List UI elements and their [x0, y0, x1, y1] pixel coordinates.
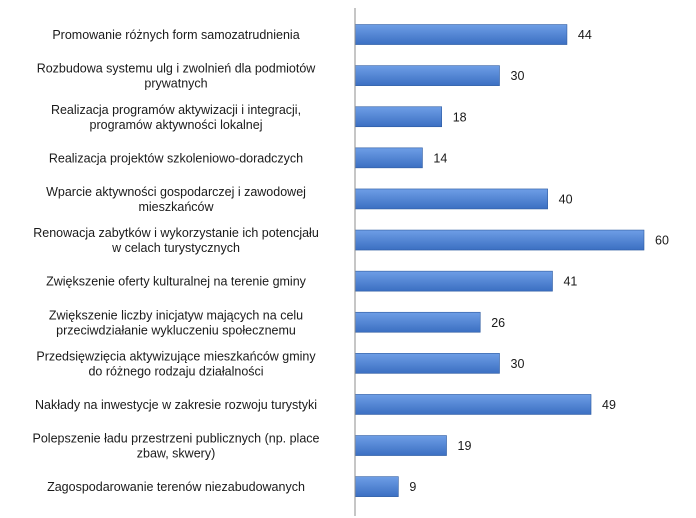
category-label-1: Promowanie różnych form samozatrudnienia: [52, 28, 299, 42]
bar-1: [354, 24, 568, 45]
value-label-7: 41: [563, 275, 577, 289]
bar-6: [354, 229, 645, 251]
bar-5: [354, 188, 548, 210]
category-labels: Promowanie różnych form samozatrudnienia…: [33, 28, 320, 494]
category-label-line: w celach turystycznych: [111, 241, 240, 255]
category-label-line: prywatnych: [144, 77, 207, 91]
value-label-1: 44: [578, 28, 592, 42]
category-label-line: zbaw, skwery): [137, 447, 216, 461]
bar-2: [354, 65, 500, 86]
category-label-8: Zwiększenie liczby inicjatyw mających na…: [49, 308, 303, 337]
category-label-line: Zwiększenie liczby inicjatyw mających na…: [49, 308, 303, 322]
category-label-line: Promowanie różnych form samozatrudnienia: [52, 28, 299, 42]
value-label-4: 14: [433, 151, 447, 165]
category-label-line: Zwiększenie oferty kulturalnej na tereni…: [46, 275, 307, 289]
bar-11: [354, 435, 447, 456]
bar-10: [354, 394, 592, 415]
category-label-5: Wparcie aktywności gospodarczej i zawodo…: [46, 185, 306, 214]
category-label-9: Przedsięwzięcia aktywizujące mieszkańców…: [36, 349, 316, 378]
category-label-line: przeciwdziałanie wykluczeniu społecznemu: [56, 323, 296, 337]
category-label-line: mieszkańców: [138, 200, 214, 214]
category-label-line: Zagospodarowanie terenów niezabudowanych: [47, 480, 305, 494]
bar-3: [354, 106, 442, 128]
bar-12: [354, 476, 399, 497]
category-label-line: do różnego rodzaju działalności: [88, 364, 263, 378]
bar-9: [354, 353, 500, 374]
category-label-6: Renowacja zabytków i wykorzystanie ich p…: [33, 226, 319, 255]
category-label-line: Rozbudowa systemu ulg i zwolnień dla pod…: [37, 62, 317, 76]
value-label-9: 30: [511, 357, 525, 371]
bars-group: [354, 24, 645, 497]
value-labels: 44 30 18 14 40 60 41 26 30 49 19 9: [409, 28, 669, 494]
category-label-line: Polepszenie ładu przestrzeni publicznych…: [33, 432, 320, 446]
category-label-4: Realizacja projektów szkoleniowo-doradcz…: [49, 151, 303, 165]
category-label-line: programów aktywności lokalnej: [90, 118, 263, 132]
value-label-5: 40: [559, 192, 573, 206]
value-label-12: 9: [409, 480, 416, 494]
category-label-10: Nakłady na inwestycje w zakresie rozwoju…: [35, 398, 317, 412]
bar-4: [354, 147, 423, 169]
category-label-2: Rozbudowa systemu ulg i zwolnień dla pod…: [37, 62, 317, 91]
category-label-12: Zagospodarowanie terenów niezabudowanych: [47, 480, 305, 494]
category-label-line: Renowacja zabytków i wykorzystanie ich p…: [33, 226, 319, 240]
category-label-3: Realizacja programów aktywizacji i integ…: [51, 103, 301, 132]
category-label-11: Polepszenie ładu przestrzeni publicznych…: [33, 432, 320, 461]
category-label-line: Przedsięwzięcia aktywizujące mieszkańców…: [36, 349, 316, 363]
value-label-10: 49: [602, 398, 616, 412]
category-label-7: Zwiększenie oferty kulturalnej na tereni…: [46, 275, 307, 289]
value-label-11: 19: [458, 439, 472, 453]
category-label-line: Wparcie aktywności gospodarczej i zawodo…: [46, 185, 306, 199]
category-label-line: Realizacja programów aktywizacji i integ…: [51, 103, 301, 117]
value-label-2: 30: [511, 69, 525, 83]
bar-7: [354, 270, 553, 292]
category-label-line: Nakłady na inwestycje w zakresie rozwoju…: [35, 398, 317, 412]
value-label-6: 60: [655, 234, 669, 248]
value-label-8: 26: [491, 316, 505, 330]
bar-8: [354, 311, 481, 333]
category-label-line: Realizacja projektów szkoleniowo-doradcz…: [49, 151, 303, 165]
value-label-3: 18: [453, 110, 467, 124]
